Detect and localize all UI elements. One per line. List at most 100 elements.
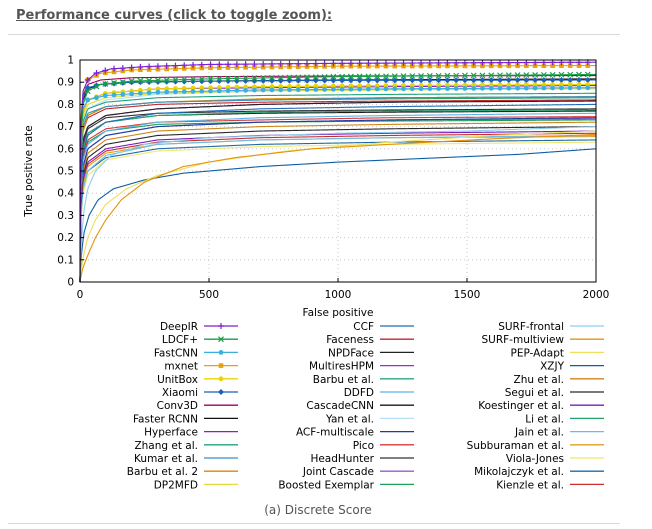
series-marker: [488, 77, 495, 84]
series-marker: [514, 72, 521, 79]
legend-label: Kienzle et al.: [496, 479, 564, 491]
series-marker: [198, 78, 205, 85]
series-line-acf-multiscale: [79, 117, 597, 283]
series-marker: [172, 76, 179, 83]
series-marker: [559, 63, 564, 68]
series-marker: [523, 85, 529, 91]
series-marker: [435, 59, 442, 66]
legend-label: mxnet: [164, 361, 198, 373]
series-marker: [409, 77, 416, 84]
series-marker: [418, 77, 425, 84]
series-marker: [207, 61, 214, 68]
series-marker: [163, 77, 170, 84]
x-tick-label: 0: [77, 289, 84, 301]
legend-label: Zhu et al.: [514, 374, 564, 386]
top-divider: [8, 34, 620, 35]
series-marker: [260, 60, 267, 67]
series-marker: [252, 64, 257, 70]
series-marker: [330, 73, 337, 80]
series-marker: [541, 63, 547, 68]
series-marker: [173, 89, 178, 95]
series-marker: [488, 72, 495, 79]
performance-curves-toggle-link[interactable]: Performance curves (click to toggle zoom…: [16, 8, 333, 23]
series-marker: [321, 73, 328, 80]
legend-label: SURF-frontal: [498, 321, 564, 333]
series-marker: [218, 363, 224, 368]
series-marker: [462, 63, 468, 69]
series-marker: [164, 66, 169, 72]
legend-label: CascadeCNN: [306, 400, 374, 412]
series-marker: [304, 60, 311, 67]
legend-label: Yan et al.: [325, 413, 374, 425]
figure-caption: (a) Discrete Score: [264, 503, 372, 517]
series-marker: [401, 86, 406, 92]
series-marker: [480, 63, 485, 69]
y-tick-label: 0.4: [57, 188, 74, 200]
series-marker: [277, 60, 284, 67]
series-line-pep-adapt: [79, 130, 597, 283]
roc-chart: 0 0.1 0.2 0.3 0.4 0.5 0.6 0.7 0.8 0.9 1 0 500 1000 150…: [23, 55, 609, 492]
series-marker: [550, 82, 556, 88]
series-marker: [269, 87, 275, 93]
series-marker: [252, 87, 257, 93]
series-marker: [322, 87, 327, 92]
series-marker: [409, 83, 415, 88]
series-marker: [462, 86, 468, 91]
series-marker: [505, 59, 512, 66]
series-marker: [497, 72, 503, 79]
series-marker: [470, 59, 477, 66]
series-marker: [154, 63, 161, 70]
series-marker: [576, 85, 582, 91]
series-marker: [374, 60, 381, 67]
legend-label: CCF: [353, 321, 374, 333]
series-marker: [190, 85, 196, 91]
series-marker: [260, 84, 266, 90]
series-marker: [400, 60, 407, 67]
legend-label: Barbu et al. 2: [127, 466, 198, 478]
series-marker: [584, 76, 591, 83]
series-marker: [128, 79, 135, 86]
series-marker: [409, 86, 415, 92]
series-marker: [453, 72, 460, 79]
legend-label: DP2MFD: [154, 479, 198, 491]
series-marker: [383, 86, 389, 92]
series-marker: [321, 60, 328, 67]
series-marker: [339, 73, 346, 80]
x-tick-label: 1500: [454, 289, 481, 301]
series-marker: [295, 74, 302, 81]
series-marker: [444, 72, 451, 79]
series-marker: [523, 77, 530, 84]
series-line-surf-multiview: [79, 133, 597, 283]
series-line-viola-jones: [79, 141, 597, 283]
series-marker: [277, 74, 284, 81]
series-marker: [137, 79, 144, 86]
series-marker: [488, 59, 495, 66]
legend-label: SURF-multiview: [482, 334, 565, 346]
series-marker: [444, 59, 451, 66]
series-marker: [234, 65, 240, 70]
series-marker: [260, 75, 267, 81]
series-marker: [286, 60, 293, 67]
series-marker: [540, 77, 547, 84]
series-marker: [400, 73, 407, 80]
series-marker: [365, 77, 372, 84]
y-axis-label: True positive rate: [23, 125, 35, 218]
series-marker: [436, 82, 442, 88]
series-marker: [383, 83, 389, 88]
series-marker: [243, 84, 249, 90]
series-marker: [427, 82, 433, 88]
legend-label: Joint Cascade: [302, 466, 374, 478]
chart-container[interactable]: 0 0.1 0.2 0.3 0.4 0.5 0.6 0.7 0.8 0.9 1 0 500 1000 150…: [16, 44, 620, 502]
series-marker: [199, 88, 205, 94]
series-marker: [312, 60, 319, 67]
series-line-kienzle-et-al-: [79, 132, 597, 283]
series-marker: [218, 389, 224, 395]
series-marker: [559, 85, 564, 91]
legend-label: DeepIR: [160, 321, 198, 333]
series-marker: [575, 77, 582, 84]
series-marker: [242, 61, 249, 68]
series-marker: [453, 86, 459, 91]
series-marker: [532, 63, 538, 69]
series-marker: [119, 65, 126, 72]
